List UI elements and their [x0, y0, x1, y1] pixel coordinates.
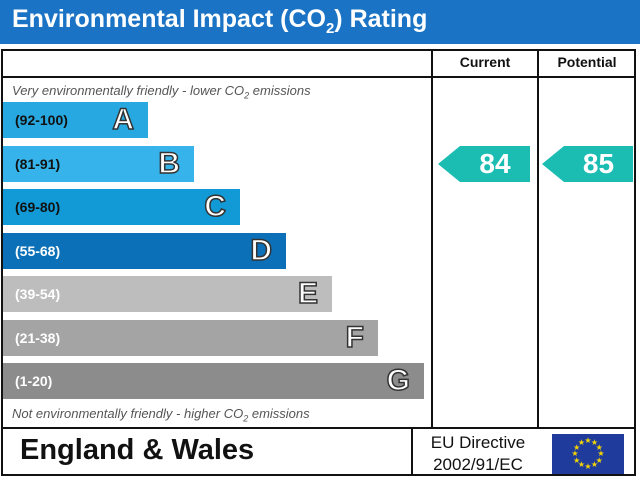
rating-band-e: (39-54) E	[3, 276, 332, 312]
eu-flag-star-icon: ★	[584, 462, 592, 471]
band-letter: F	[345, 320, 365, 355]
caption-bottom: Not environmentally friendly - higher CO…	[12, 406, 310, 424]
band-range-label: (1-20)	[15, 373, 53, 389]
band-range-label: (21-38)	[15, 329, 61, 346]
band-range-label: (55-68)	[15, 242, 61, 259]
current-rating-value: 84	[479, 148, 511, 179]
band-range-label: (81-91)	[15, 155, 61, 172]
band-letter: D	[250, 233, 273, 268]
eu-flag-star-icon: ★	[595, 442, 603, 452]
eu-flag-star-icon: ★	[577, 437, 586, 447]
footer-divider	[1, 427, 636, 429]
band-letter: E	[297, 276, 319, 311]
eu-flag-icon: ★ ★ ★ ★ ★ ★ ★ ★ ★ ★ ★ ★	[552, 434, 624, 474]
band-range-label: (69-80)	[15, 199, 61, 215]
band-range-label: (39-54)	[15, 286, 61, 302]
band-letter: A	[112, 102, 135, 137]
directive-line-2: 2002/91/EC	[433, 455, 523, 474]
eu-flag-star-icon: ★	[590, 460, 599, 470]
potential-rating-arrow: 85	[542, 146, 633, 182]
eu-flag-star-icon: ★	[573, 442, 581, 452]
header-row-divider	[1, 76, 636, 78]
band-letter: B	[158, 146, 181, 181]
eu-flag-star-icon: ★	[590, 437, 599, 447]
column-header-potential: Potential	[557, 54, 617, 70]
divider-current	[431, 49, 433, 429]
band-range-label: (92-100)	[15, 112, 68, 128]
rating-band-a: (92-100) A	[3, 102, 148, 138]
directive-line-1: EU Directive	[430, 433, 526, 452]
rating-band-b: (81-91) B	[3, 145, 194, 182]
band-letter: G	[386, 363, 411, 398]
footer-divider-vertical	[411, 429, 413, 476]
potential-rating-value: 85	[582, 148, 615, 179]
eu-flag-star-icon: ★	[584, 436, 592, 445]
band-letter: C	[204, 189, 227, 224]
current-rating-arrow: 84	[438, 146, 530, 182]
caption-top: Very environmentally friendly - lower CO…	[12, 83, 311, 101]
eu-flag-star-icon: ★	[573, 455, 581, 465]
chart-frame	[1, 49, 636, 476]
eu-flag-star-icon: ★	[577, 460, 586, 470]
eu-flag-star-icon: ★	[595, 455, 603, 465]
eu-flag-star-icon: ★	[597, 449, 605, 458]
column-header-current: Current	[459, 54, 511, 70]
rating-band-g: (1-20) G	[3, 363, 424, 399]
chart-header: Environmental Impact (CO2) Rating	[0, 0, 640, 44]
eu-flag-star-icon: ★	[571, 449, 579, 458]
divider-potential	[537, 49, 539, 429]
rating-band-c: (69-80) C	[3, 189, 240, 225]
chart-title: Environmental Impact (CO2) Rating	[12, 5, 428, 37]
rating-band-f: (21-38) F	[3, 319, 378, 356]
region-label: England & Wales	[20, 434, 255, 466]
rating-band-d: (55-68) D	[3, 232, 286, 269]
